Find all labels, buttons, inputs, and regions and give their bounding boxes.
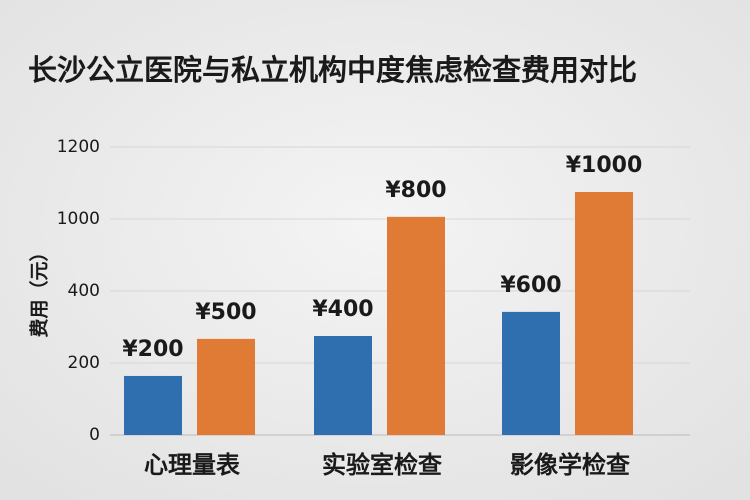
bar: [387, 216, 445, 435]
bar-label: ¥500: [195, 300, 256, 325]
y-tick-label: 200: [68, 353, 100, 373]
bar: [124, 375, 182, 435]
bar: [575, 192, 633, 435]
bar: [197, 338, 255, 435]
x-tick-label: 心理量表: [144, 451, 241, 479]
bar-label: ¥1000: [566, 153, 643, 178]
bar-label: ¥400: [312, 297, 373, 322]
bar: [502, 311, 560, 435]
bar-label: ¥200: [122, 337, 183, 362]
chart-title: 长沙公立医院与私立机构中度焦虑检查费用对比: [28, 53, 637, 87]
y-tick-label: 1000: [57, 209, 100, 229]
y-tick-label: 400: [68, 281, 100, 301]
x-tick-label: 实验室检查: [322, 451, 442, 479]
y-tick-label: 1200: [57, 137, 100, 157]
y-tick-label: 0: [89, 425, 100, 445]
bar: [314, 336, 372, 435]
y-axis-label: 费用（元）: [28, 242, 51, 337]
bar-label: ¥600: [500, 273, 561, 298]
bar-label: ¥800: [385, 178, 446, 203]
x-tick-label: 影像学检查: [510, 451, 630, 479]
